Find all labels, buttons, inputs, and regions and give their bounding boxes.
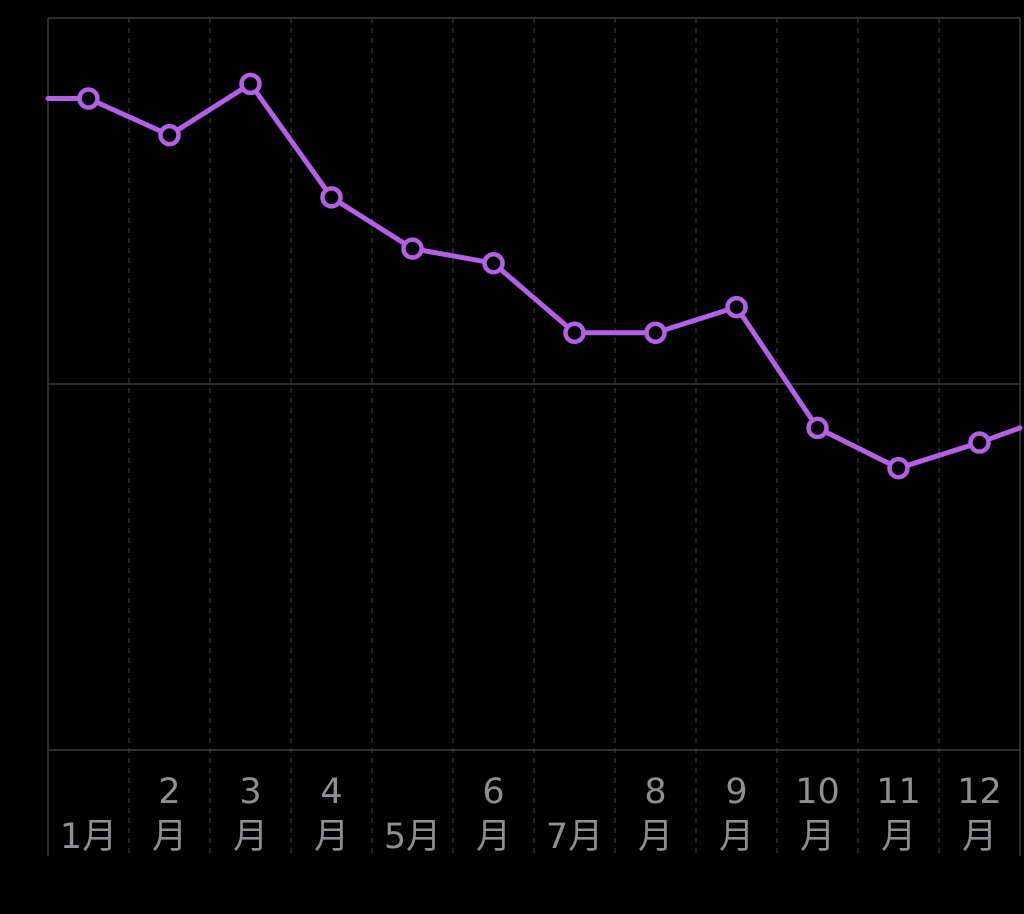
data-point [482,251,505,275]
data-point [320,186,343,209]
data-point [887,456,910,480]
series-layer [45,72,1023,480]
x-tick-label: 5月 [384,817,441,857]
data-point [401,237,424,260]
x-tick-label: 7月 [546,817,603,857]
x-tick-label: 11 月 [876,772,921,857]
data-point [806,416,829,440]
x-tick-labels: 1月 2 月 3 月 4 月 5月 6 月 7月 8 月 9 月 10 月 11 月 12 月 [60,772,1002,857]
data-point [239,72,262,96]
data-point [158,123,181,147]
data-point [725,295,748,319]
data-point [563,321,586,345]
data-point [968,431,991,454]
x-tick-label: 12 月 [957,772,1002,857]
series-line [45,81,1023,471]
grid-layer [47,17,1021,856]
x-tick-label: 10 月 [795,772,840,857]
x-tick-label: 1月 [60,817,117,857]
data-point [644,321,667,345]
data-point [77,87,100,110]
